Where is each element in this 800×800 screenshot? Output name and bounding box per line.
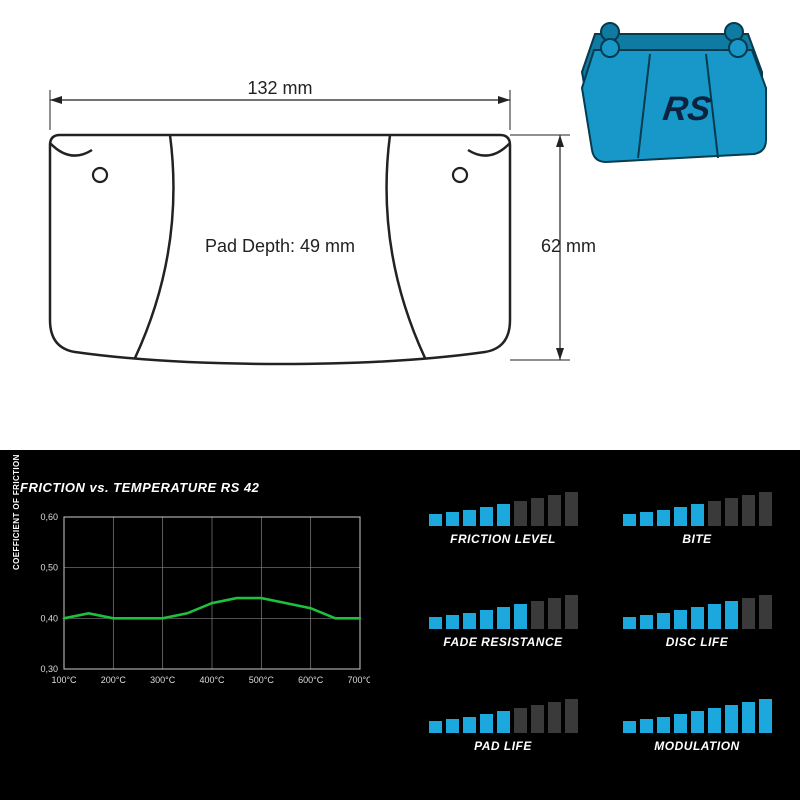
svg-text:400°C: 400°C	[199, 675, 225, 685]
svg-text:0,30: 0,30	[40, 664, 58, 674]
brand-logo: RS	[661, 90, 714, 128]
metric-pad-life: PAD LIFE	[420, 697, 586, 780]
depth-dim: Pad Depth: 49 mm	[205, 236, 355, 256]
metric-modulation: MODULATION	[614, 697, 780, 780]
friction-chart: 0,60 0,50 0,40 0,30100°C 200°C 300°C 400°C 500°…	[20, 509, 370, 709]
metric-bars	[429, 697, 578, 733]
metric-friction-level: FRICTION LEVEL	[420, 490, 586, 573]
svg-text:0,50: 0,50	[40, 563, 58, 573]
metric-bite: BITE	[614, 490, 780, 573]
svg-text:600°C: 600°C	[298, 675, 324, 685]
metric-bars	[429, 490, 578, 526]
top-section: 132 mm 62 mm Pad Depth: 49 mm	[0, 0, 800, 430]
svg-text:300°C: 300°C	[150, 675, 176, 685]
metric-disc-life: DISC LIFE	[614, 593, 780, 676]
svg-text:500°C: 500°C	[249, 675, 275, 685]
svg-text:0,40: 0,40	[40, 613, 58, 623]
svg-text:0,60: 0,60	[40, 512, 58, 522]
chart-ylabel: COEFFICIENT OF FRICTION	[12, 454, 21, 570]
metric-bars	[623, 697, 772, 733]
width-dim: 132 mm	[247, 80, 312, 98]
chart-area: FRICTION vs. TEMPERATURE RS 42 COEFFICIE…	[20, 480, 400, 780]
chart-title: FRICTION vs. TEMPERATURE RS 42	[20, 480, 400, 495]
metric-label: PAD LIFE	[474, 739, 532, 753]
svg-text:700°C: 700°C	[347, 675, 370, 685]
performance-panel: FRICTION vs. TEMPERATURE RS 42 COEFFICIE…	[0, 450, 800, 800]
product-photo: RS	[540, 10, 790, 170]
metrics-grid: FRICTION LEVEL BITE FADE RESISTANCE DISC LI…	[400, 480, 780, 780]
metric-bars	[429, 593, 578, 629]
svg-text:200°C: 200°C	[101, 675, 127, 685]
svg-text:100°C: 100°C	[51, 675, 77, 685]
height-dim: 62 mm	[541, 236, 596, 256]
metric-label: MODULATION	[654, 739, 739, 753]
metric-label: FRICTION LEVEL	[450, 532, 556, 546]
metric-bars	[623, 593, 772, 629]
metric-label: BITE	[682, 532, 711, 546]
metric-bars	[623, 490, 772, 526]
metric-label: DISC LIFE	[666, 635, 729, 649]
metric-label: FADE RESISTANCE	[443, 635, 562, 649]
technical-drawing: 132 mm 62 mm Pad Depth: 49 mm	[40, 80, 600, 410]
metric-fade-resistance: FADE RESISTANCE	[420, 593, 586, 676]
